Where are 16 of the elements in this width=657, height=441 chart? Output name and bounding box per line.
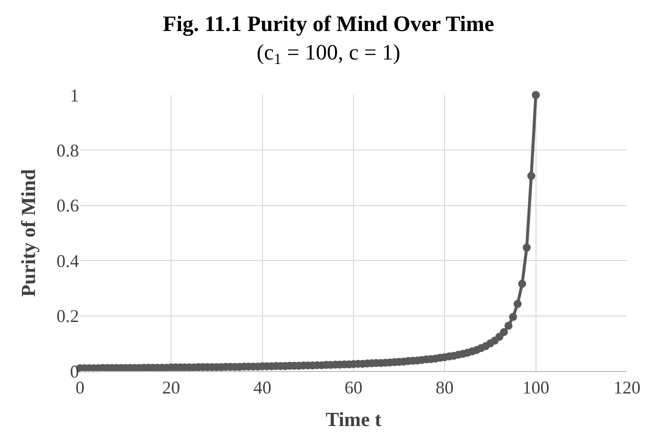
y-tick-label: 0.2 <box>56 306 79 326</box>
x-tick-label: 100 <box>522 378 550 398</box>
x-tick-label: 80 <box>436 378 454 398</box>
x-tick-label: 40 <box>253 378 272 398</box>
x-tick-label: 60 <box>344 378 362 398</box>
x-tick-label: 120 <box>614 378 640 398</box>
y-tick-label: 0.8 <box>56 140 79 160</box>
chart-title: Fig. 11.1 Purity of Mind Over Time <box>162 10 494 36</box>
chart-subtitle: (c$_{1}$ = 100, c = 1) <box>256 39 400 68</box>
x-tick-label: 20 <box>162 378 180 398</box>
y-tick-label: 0.6 <box>56 196 79 216</box>
y-tick-label: 0 <box>70 361 79 382</box>
y-axis-title: Purity of Mind <box>18 169 40 297</box>
y-tick-label: 0.4 <box>56 250 79 271</box>
y-tick-label: 1 <box>70 85 79 106</box>
x-axis-title: Time t <box>326 409 382 432</box>
